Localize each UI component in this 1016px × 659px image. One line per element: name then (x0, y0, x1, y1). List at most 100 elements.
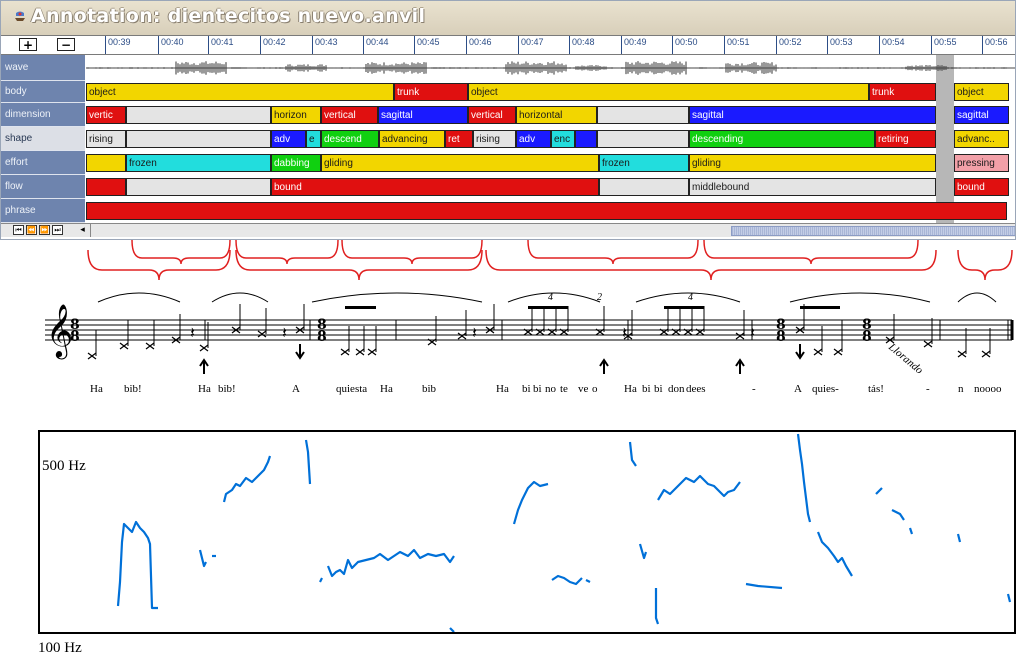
annotation-segment[interactable]: dabbing (271, 154, 321, 172)
annotation-segment[interactable] (575, 130, 597, 148)
scrollbar-thumb[interactable] (731, 226, 1015, 236)
timeline-scrollbar[interactable]: ⏮ ⏪ ⏩ ⏭ ◂ (1, 223, 1015, 237)
track-label-phrase[interactable]: phrase (1, 199, 85, 223)
tuplet-number: 2 (597, 292, 602, 303)
annotation-segment[interactable]: horizontal (516, 106, 597, 124)
annotation-segment[interactable]: frozen (126, 154, 271, 172)
next-frame-icon[interactable]: ⏩ (39, 225, 50, 235)
phrase-bracket (957, 249, 1013, 281)
track-label-flow[interactable]: flow (1, 175, 85, 199)
first-frame-icon[interactable]: ⏮ (13, 225, 24, 235)
track-gap (936, 81, 954, 103)
annotation-segment[interactable] (86, 178, 126, 196)
lyric-syllable: bi (654, 383, 663, 395)
annotation-segment[interactable]: vertic (86, 106, 126, 124)
slur (311, 292, 483, 303)
lyric-syllable: noooo (974, 383, 1002, 395)
annotation-segment[interactable]: sagittal (378, 106, 468, 124)
annotation-segment[interactable]: object (954, 83, 1009, 101)
annotation-segment[interactable]: e (306, 130, 321, 148)
track-label-shape[interactable]: shape (1, 127, 85, 151)
note-head (145, 342, 155, 350)
annotation-segment[interactable]: frozen (599, 154, 689, 172)
annotation-segment[interactable]: gliding (689, 154, 936, 172)
track-label-effort[interactable]: effort (1, 151, 85, 175)
zoom-in-button[interactable]: + (19, 38, 37, 51)
track-shape[interactable]: shape rising adv e descend advancing ret rising… (1, 127, 1015, 151)
annotation-segment[interactable]: middlebound (689, 178, 936, 196)
lyric-syllable: bi (522, 383, 531, 395)
annotation-segment[interactable]: bound (271, 178, 599, 196)
prev-frame-icon[interactable]: ⏪ (26, 225, 37, 235)
scroll-left-arrow-icon[interactable]: ◂ (80, 224, 85, 234)
annotation-segment[interactable]: advanc.. (954, 130, 1009, 148)
annotation-segment[interactable]: advancing (379, 130, 445, 148)
slur (957, 292, 997, 303)
annotation-segment[interactable]: rising (473, 130, 516, 148)
annotation-segment[interactable] (597, 130, 689, 148)
annotation-segment[interactable]: vertical (468, 106, 516, 124)
track-wave[interactable]: wave (1, 55, 1015, 81)
annotation-segment[interactable]: object (468, 83, 869, 101)
track-label-dimension[interactable]: dimension (1, 103, 85, 127)
annotation-segment[interactable]: descending (689, 130, 875, 148)
annotation-segment[interactable]: vertical (321, 106, 378, 124)
pitch-contour (654, 588, 660, 625)
track-dimension[interactable]: dimension vertic horizon vertical sagittal ve… (1, 103, 1015, 127)
lyric-syllable: - (926, 383, 930, 395)
annotation-segment[interactable] (86, 154, 126, 172)
tuplet-number: 4 (548, 292, 553, 303)
tuplet-number: 4 (688, 292, 693, 303)
track-label-body[interactable]: body (1, 81, 85, 103)
annotation-segment[interactable] (597, 106, 689, 124)
annotation-segment[interactable] (86, 202, 1007, 220)
note-head (885, 336, 895, 344)
lyric-syllable: qui (812, 383, 827, 395)
title-bar[interactable]: Annotation: dientecitos nuevo.anvil (1, 1, 1015, 35)
annotation-segment[interactable] (599, 178, 689, 196)
annotation-segment[interactable]: sagittal (689, 106, 936, 124)
annotation-segment[interactable]: gliding (321, 154, 599, 172)
annotation-segment[interactable]: pressing (954, 154, 1009, 172)
track-effort[interactable]: effort frozen dabbing gliding frozen gliding p… (1, 151, 1015, 175)
timeline-tick: 00:44 (363, 36, 389, 54)
pitch-contour (638, 543, 648, 560)
annotation-segment[interactable]: enc (551, 130, 575, 148)
track-phrase[interactable]: phrase (1, 199, 1015, 223)
down-arrow-icon (295, 344, 305, 360)
annotation-segment[interactable]: horizon (271, 106, 321, 124)
annotation-segment[interactable]: trunk (394, 83, 468, 101)
lyric-syllable: te (560, 383, 568, 395)
note-head (295, 326, 305, 334)
annotation-segment[interactable] (126, 130, 271, 148)
staff-lines (45, 319, 1012, 341)
track-flow[interactable]: flow bound middlebound bound (1, 175, 1015, 199)
annotation-segment[interactable]: descend (321, 130, 379, 148)
note-head (87, 352, 97, 360)
last-frame-icon[interactable]: ⏭ (52, 225, 63, 235)
time-signature: 8 (776, 317, 786, 333)
pitch-contour (222, 455, 272, 503)
annotation-segment[interactable]: bound (954, 178, 1009, 196)
time-signature: 8 (862, 329, 872, 345)
pitch-contour (304, 439, 312, 485)
annotation-segment[interactable]: sagittal (954, 106, 1009, 124)
annotation-segment[interactable]: object (86, 83, 394, 101)
annotation-segment[interactable]: ret (445, 130, 473, 148)
track-body[interactable]: body object trunk object trunk object (1, 81, 1015, 103)
annotation-segment[interactable]: rising (86, 130, 126, 148)
annotation-segment[interactable]: trunk (869, 83, 936, 101)
annotation-segment[interactable]: retiring (875, 130, 936, 148)
beam (345, 306, 376, 309)
annotation-segment[interactable] (126, 178, 271, 196)
lyric-syllable: bi (533, 383, 542, 395)
note-head (199, 344, 209, 352)
annotation-segment[interactable]: adv (516, 130, 551, 148)
track-label-wave[interactable]: wave (1, 55, 85, 81)
annotation-segment[interactable] (126, 106, 271, 124)
zoom-out-button[interactable]: − (57, 38, 75, 51)
timeline-ruler[interactable]: + − 00:39 00:40 00:41 00:42 00:43 00:44 00:45 0… (1, 35, 1015, 55)
track-gap (936, 127, 954, 151)
rest-icon: 𝄽 (190, 323, 195, 342)
annotation-segment[interactable]: adv (271, 130, 306, 148)
